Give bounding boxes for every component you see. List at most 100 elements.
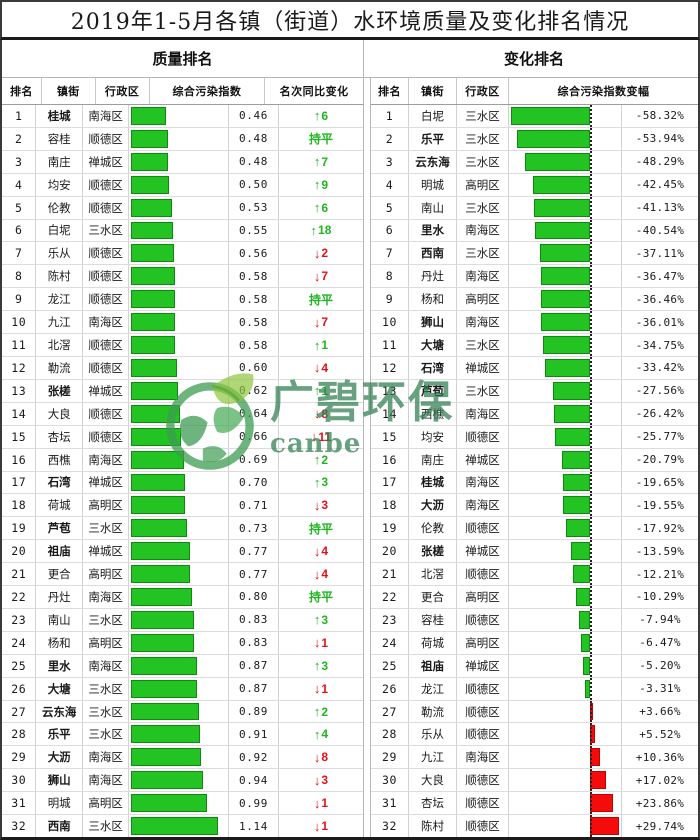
cell-rank: 23 bbox=[2, 608, 37, 631]
table-row[interactable]: 12 石湾 禅城区 -33.42% bbox=[371, 356, 698, 380]
table-row[interactable]: 29 九江 南海区 +10.36% bbox=[371, 746, 698, 770]
table-row[interactable]: 28 乐从 顺德区 +5.52% bbox=[371, 723, 698, 747]
table-row[interactable]: 16 南庄 禅城区 -20.79% bbox=[371, 448, 698, 472]
table-row[interactable]: 17 石湾 禅城区 0.70 ↑ 3 bbox=[2, 471, 363, 495]
cell-index-bar bbox=[129, 219, 230, 242]
cell-town: 乐从 bbox=[36, 242, 83, 265]
table-row[interactable]: 26 大塘 三水区 0.87 ↓ 1 bbox=[2, 677, 363, 701]
table-row[interactable]: 4 明城 高明区 -42.45% bbox=[371, 173, 698, 197]
table-row[interactable]: 10 九江 南海区 0.58 ↓ 7 bbox=[2, 311, 363, 335]
table-row[interactable]: 6 白坭 三水区 0.55 ↑ 18 bbox=[2, 219, 363, 243]
table-row[interactable]: 11 北滘 顺德区 0.58 ↑ 1 bbox=[2, 334, 363, 357]
table-row[interactable]: 14 西樵 南海区 -26.42% bbox=[371, 402, 698, 426]
table-row[interactable]: 24 荷城 高明区 -6.47% bbox=[371, 631, 698, 655]
table-row[interactable]: 29 大沥 南海区 0.92 ↓ 8 bbox=[2, 746, 363, 770]
table-row[interactable]: 2 容桂 顺德区 0.48 持平 bbox=[2, 127, 363, 151]
table-row[interactable]: 17 桂城 南海区 -19.65% bbox=[371, 471, 698, 495]
table-row[interactable]: 6 里水 南海区 -40.54% bbox=[371, 219, 698, 243]
table-row[interactable]: 32 陈村 顺德区 +29.74% bbox=[371, 815, 698, 837]
table-row[interactable]: 27 云东海 三水区 0.89 ↑ 2 bbox=[2, 700, 363, 724]
table-row[interactable]: 1 白坭 三水区 -58.32% bbox=[371, 105, 698, 128]
table-row[interactable]: 20 祖庙 禅城区 0.77 ↓ 4 bbox=[2, 540, 363, 564]
table-row[interactable]: 8 丹灶 南海区 -36.47% bbox=[371, 265, 698, 289]
cell-district: 南海区 bbox=[83, 448, 130, 471]
table-row[interactable]: 28 乐平 三水区 0.91 ↑ 4 bbox=[2, 723, 363, 747]
cell-town: 白坭 bbox=[409, 105, 457, 127]
cell-town: 明城 bbox=[36, 792, 83, 815]
cell-change-pct: -36.47% bbox=[622, 265, 698, 287]
table-row[interactable]: 7 乐从 顺德区 0.56 ↓ 2 bbox=[2, 242, 363, 266]
cell-change-bar bbox=[509, 265, 622, 288]
table-row[interactable]: 4 均安 顺德区 0.50 ↑ 9 bbox=[2, 173, 363, 197]
table-row[interactable]: 5 南山 三水区 -41.13% bbox=[371, 196, 698, 220]
bar-track bbox=[129, 220, 228, 242]
table-row[interactable]: 18 荷城 高明区 0.71 ↓ 3 bbox=[2, 494, 363, 518]
bar-track bbox=[129, 586, 228, 608]
table-row[interactable]: 19 伦教 顺德区 -17.92% bbox=[371, 517, 698, 541]
index-value: 0.48 bbox=[239, 155, 268, 169]
table-row[interactable]: 8 陈村 顺德区 0.58 ↓ 7 bbox=[2, 265, 363, 289]
table-row[interactable]: 25 里水 南海区 0.87 ↑ 3 bbox=[2, 654, 363, 678]
table-row[interactable]: 21 北滘 顺德区 -12.21% bbox=[371, 563, 698, 587]
table-row[interactable]: 23 容桂 顺德区 -7.94% bbox=[371, 608, 698, 632]
index-bar bbox=[131, 358, 177, 377]
table-row[interactable]: 22 更合 高明区 -10.29% bbox=[371, 586, 698, 609]
table-row[interactable]: 5 伦教 顺德区 0.53 ↑ 6 bbox=[2, 196, 363, 220]
table-row[interactable]: 2 乐平 三水区 -53.94% bbox=[371, 127, 698, 151]
table-row[interactable]: 13 芦苞 三水区 -27.56% bbox=[371, 379, 698, 403]
table-row[interactable]: 25 祖庙 禅城区 -5.20% bbox=[371, 654, 698, 678]
zero-axis-line bbox=[589, 815, 592, 837]
table-row[interactable]: 1 桂城 南海区 0.46 ↑ 6 bbox=[2, 105, 363, 128]
table-row[interactable]: 30 狮山 南海区 0.94 ↓ 3 bbox=[2, 769, 363, 793]
index-value: 0.77 bbox=[239, 567, 268, 581]
table-row[interactable]: 7 西南 三水区 -37.11% bbox=[371, 242, 698, 266]
table-row[interactable]: 3 云东海 三水区 -48.29% bbox=[371, 150, 698, 174]
table-row[interactable]: 26 龙江 顺德区 -3.31% bbox=[371, 677, 698, 701]
table-row[interactable]: 27 勒流 顺德区 +3.66% bbox=[371, 700, 698, 724]
rank-change-down: ↓ 8 bbox=[314, 407, 328, 421]
table-row[interactable]: 22 丹灶 南海区 0.80 持平 bbox=[2, 586, 363, 609]
index-bar bbox=[131, 381, 179, 400]
table-row[interactable]: 24 杨和 高明区 0.83 ↓ 1 bbox=[2, 631, 363, 655]
table-row[interactable]: 15 均安 顺德区 -25.77% bbox=[371, 425, 698, 449]
cell-rank-change: ↓ 1 bbox=[279, 792, 363, 814]
table-row[interactable]: 18 大沥 南海区 -19.55% bbox=[371, 494, 698, 518]
cell-district: 高明区 bbox=[83, 792, 130, 815]
table-row[interactable]: 19 芦苞 三水区 0.73 持平 bbox=[2, 517, 363, 541]
table-row[interactable]: 31 杏坛 顺德区 +23.86% bbox=[371, 792, 698, 816]
table-row[interactable]: 23 南山 三水区 0.83 ↑ 3 bbox=[2, 608, 363, 632]
cell-town: 荷城 bbox=[409, 631, 457, 654]
table-row[interactable]: 32 西南 三水区 1.14 ↓ 1 bbox=[2, 815, 363, 837]
change-pct-value: -27.56% bbox=[635, 384, 685, 398]
change-pct-value: -20.79% bbox=[635, 453, 685, 467]
table-row[interactable]: 3 南庄 禅城区 0.48 ↑ 7 bbox=[2, 150, 363, 174]
table-row[interactable]: 20 张槎 禅城区 -13.59% bbox=[371, 540, 698, 564]
table-row[interactable]: 9 杨和 高明区 -36.46% bbox=[371, 288, 698, 312]
table-row[interactable]: 11 大塘 三水区 -34.75% bbox=[371, 334, 698, 357]
cell-rank-change: ↓ 7 bbox=[279, 265, 363, 287]
table-row[interactable]: 21 更合 高明区 0.77 ↓ 4 bbox=[2, 563, 363, 587]
negative-change-bar bbox=[565, 519, 590, 538]
table-row[interactable]: 9 龙江 顺德区 0.58 持平 bbox=[2, 288, 363, 312]
cell-town: 南庄 bbox=[409, 448, 457, 471]
cell-index-value: 0.48 bbox=[229, 127, 279, 150]
index-value: 0.58 bbox=[239, 315, 268, 329]
table-row[interactable]: 13 张槎 禅城区 0.62 ↑ 1 bbox=[2, 379, 363, 403]
table-row[interactable]: 30 大良 顺德区 +17.02% bbox=[371, 769, 698, 793]
index-bar bbox=[131, 496, 186, 515]
cell-rank-change: ↓ 4 bbox=[279, 563, 363, 585]
cell-index-value: 0.50 bbox=[229, 173, 279, 196]
table-row[interactable]: 31 明城 高明区 0.99 ↓ 1 bbox=[2, 792, 363, 816]
table-row[interactable]: 10 狮山 南海区 -36.01% bbox=[371, 311, 698, 335]
table-row[interactable]: 12 勒流 顺德区 0.60 ↓ 4 bbox=[2, 356, 363, 380]
table-row[interactable]: 14 大良 顺德区 0.64 ↓ 8 bbox=[2, 402, 363, 426]
change-pct-value: -42.45% bbox=[635, 178, 685, 192]
table-row[interactable]: 15 杏坛 顺德区 0.66 ↓ 11 bbox=[2, 425, 363, 449]
cell-rank-change: ↓ 3 bbox=[279, 494, 363, 516]
cell-change-bar bbox=[509, 425, 622, 448]
table-row[interactable]: 16 西樵 南海区 0.69 ↑ 2 bbox=[2, 448, 363, 472]
cell-index-value: 0.60 bbox=[229, 356, 279, 379]
index-value: 1.14 bbox=[239, 819, 268, 833]
index-bar bbox=[131, 748, 202, 767]
bar-track bbox=[129, 494, 228, 516]
